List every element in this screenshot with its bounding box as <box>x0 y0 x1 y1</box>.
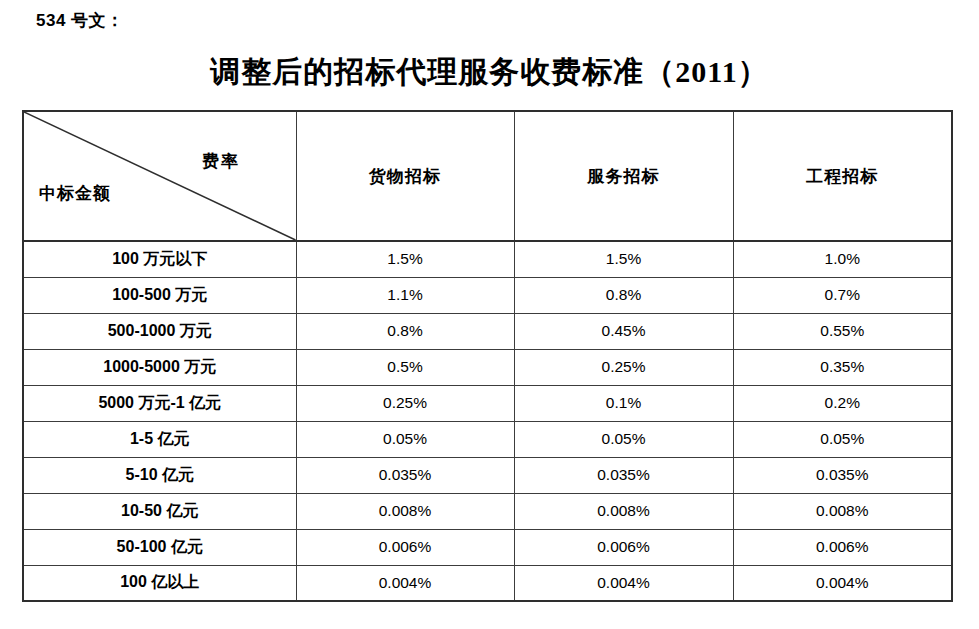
rate-cell: 0.8% <box>514 277 733 313</box>
table-row: 500-1000 万元 0.8% 0.45% 0.55% <box>23 313 952 349</box>
rate-cell: 0.05% <box>296 421 514 457</box>
rate-cell: 0.008% <box>514 493 733 529</box>
column-header-goods: 货物招标 <box>296 111 514 241</box>
rate-cell: 0.008% <box>733 493 952 529</box>
rate-cell: 0.7% <box>733 277 952 313</box>
table-row: 100 万元以下 1.5% 1.5% 1.0% <box>23 241 952 277</box>
fee-rate-table: 费率 中标金额 货物招标 服务招标 工程招标 100 万元以下 1.5% 1.5… <box>22 110 953 602</box>
rate-cell: 1.5% <box>296 241 514 277</box>
table-row: 100-500 万元 1.1% 0.8% 0.7% <box>23 277 952 313</box>
table-row: 100 亿以上 0.004% 0.004% 0.004% <box>23 565 952 601</box>
row-label: 1000-5000 万元 <box>23 349 296 385</box>
rate-cell: 0.25% <box>296 385 514 421</box>
rate-cell: 0.5% <box>296 349 514 385</box>
rate-cell: 0.55% <box>733 313 952 349</box>
rate-cell: 1.0% <box>733 241 952 277</box>
rate-cell: 0.006% <box>514 529 733 565</box>
column-header-engineering: 工程招标 <box>733 111 952 241</box>
rate-cell: 1.1% <box>296 277 514 313</box>
row-label: 5-10 亿元 <box>23 457 296 493</box>
row-label: 500-1000 万元 <box>23 313 296 349</box>
rate-cell: 0.2% <box>733 385 952 421</box>
diagonal-corner-cell: 费率 中标金额 <box>23 111 296 241</box>
rate-cell: 0.035% <box>296 457 514 493</box>
table-row: 1000-5000 万元 0.5% 0.25% 0.35% <box>23 349 952 385</box>
table-row: 50-100 亿元 0.006% 0.006% 0.006% <box>23 529 952 565</box>
row-label: 10-50 亿元 <box>23 493 296 529</box>
corner-label-rate: 费率 <box>202 150 240 173</box>
rate-cell: 0.006% <box>296 529 514 565</box>
rate-cell: 0.035% <box>514 457 733 493</box>
rate-cell: 0.004% <box>514 565 733 601</box>
row-label: 100-500 万元 <box>23 277 296 313</box>
rate-cell: 0.1% <box>514 385 733 421</box>
table-row: 1-5 亿元 0.05% 0.05% 0.05% <box>23 421 952 457</box>
diagonal-divider-line <box>24 112 296 240</box>
rate-cell: 0.05% <box>733 421 952 457</box>
table-header-row: 费率 中标金额 货物招标 服务招标 工程招标 <box>23 111 952 241</box>
table-row: 5-10 亿元 0.035% 0.035% 0.035% <box>23 457 952 493</box>
row-label: 1-5 亿元 <box>23 421 296 457</box>
rate-cell: 0.004% <box>733 565 952 601</box>
row-label: 100 亿以上 <box>23 565 296 601</box>
document-number-label: 534 号文： <box>36 9 124 32</box>
column-header-service: 服务招标 <box>514 111 733 241</box>
table-row: 5000 万元-1 亿元 0.25% 0.1% 0.2% <box>23 385 952 421</box>
row-label: 5000 万元-1 亿元 <box>23 385 296 421</box>
rate-cell: 1.5% <box>514 241 733 277</box>
rate-cell: 0.004% <box>296 565 514 601</box>
corner-label-amount: 中标金额 <box>39 182 111 205</box>
rate-cell: 0.25% <box>514 349 733 385</box>
row-label: 100 万元以下 <box>23 241 296 277</box>
page-title: 调整后的招标代理服务收费标准（2011） <box>0 52 979 93</box>
rate-cell: 0.035% <box>733 457 952 493</box>
rate-cell: 0.006% <box>733 529 952 565</box>
rate-cell: 0.8% <box>296 313 514 349</box>
rate-cell: 0.008% <box>296 493 514 529</box>
rate-cell: 0.45% <box>514 313 733 349</box>
rate-cell: 0.35% <box>733 349 952 385</box>
rate-cell: 0.05% <box>514 421 733 457</box>
table-row: 10-50 亿元 0.008% 0.008% 0.008% <box>23 493 952 529</box>
row-label: 50-100 亿元 <box>23 529 296 565</box>
